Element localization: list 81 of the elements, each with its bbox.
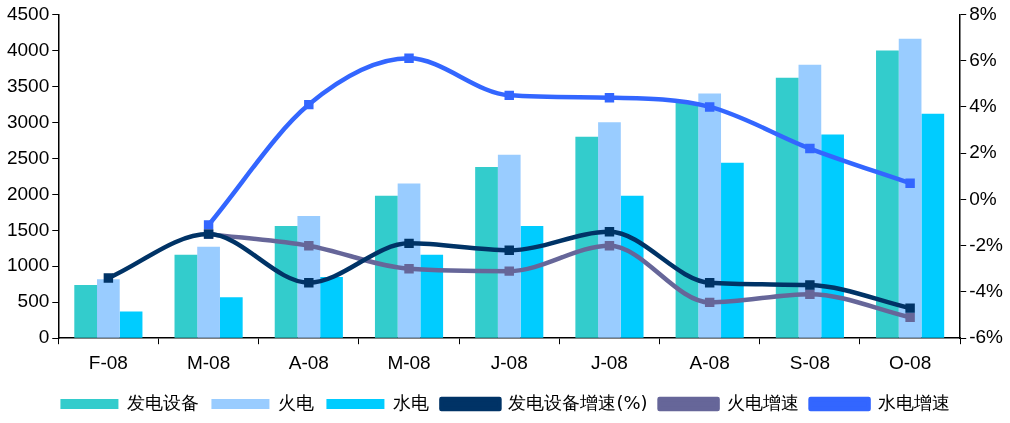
- x-tick-label: O-08: [888, 351, 932, 373]
- y-tick-label: 4500: [6, 2, 50, 24]
- bar: [497, 154, 521, 338]
- x-tick-label: M-08: [186, 351, 231, 373]
- y2-tick-label: 6%: [969, 48, 997, 70]
- bar: [698, 93, 722, 338]
- point: [504, 90, 514, 101]
- bar: [921, 113, 945, 338]
- y-tick-label: 2000: [6, 182, 50, 204]
- point: [805, 280, 815, 290]
- bar: [620, 195, 644, 338]
- point: [905, 178, 915, 188]
- bar: [297, 215, 321, 338]
- point: [905, 303, 915, 313]
- bar: [219, 297, 243, 338]
- y2-tick-label: 4%: [969, 95, 997, 117]
- y-tick-label: 0: [38, 326, 50, 348]
- legend-label: 发电设备: [127, 391, 200, 413]
- bar: [420, 254, 444, 338]
- x-tick-label: J-08: [490, 351, 528, 373]
- y-tick-label: 4000: [6, 38, 50, 60]
- point: [404, 53, 414, 64]
- point: [805, 289, 815, 299]
- bar: [475, 166, 498, 338]
- bar: [876, 50, 899, 338]
- bar: [898, 38, 922, 338]
- bar: [575, 136, 599, 338]
- bar: [374, 195, 398, 338]
- x-tick-label: S-08: [789, 351, 830, 373]
- x-tick-label: M-08: [387, 351, 431, 373]
- point: [404, 238, 414, 249]
- bar: [119, 311, 143, 338]
- legend-label: 水电: [393, 391, 430, 413]
- point: [304, 277, 314, 288]
- y2-tick-label: 0%: [969, 187, 997, 209]
- y-tick-label: 2500: [6, 146, 50, 168]
- x-tick-label: A-08: [288, 351, 329, 373]
- bar: [775, 77, 799, 338]
- point: [304, 240, 314, 251]
- y-tick-label: 1000: [6, 254, 50, 276]
- point: [504, 245, 514, 256]
- y-tick-label: 3500: [6, 74, 50, 96]
- bar: [320, 277, 343, 338]
- y2-tick-label: 2%: [969, 141, 997, 163]
- bar: [798, 64, 822, 338]
- y-tick-label: 500: [17, 290, 50, 312]
- x-tick-label: J-08: [590, 351, 628, 373]
- point: [103, 273, 114, 283]
- bar: [97, 279, 120, 338]
- x-tick-label: A-08: [689, 351, 730, 373]
- point: [704, 297, 715, 308]
- legend-label: 火电: [278, 391, 315, 413]
- y-tick-label: 3000: [6, 110, 50, 132]
- point: [604, 92, 615, 103]
- bar: [821, 134, 844, 338]
- y2-tick-label: -2%: [969, 233, 1004, 255]
- point: [805, 143, 815, 154]
- point: [704, 102, 715, 112]
- legend-label: 发电设备增速(%): [508, 391, 648, 413]
- bar: [721, 162, 744, 338]
- x-tick-label: F-08: [88, 351, 128, 373]
- point: [304, 99, 314, 110]
- y2-tick-label: -6%: [969, 326, 1004, 348]
- point: [404, 264, 414, 274]
- point: [604, 240, 615, 251]
- bar: [197, 246, 220, 338]
- point: [704, 277, 715, 288]
- y2-tick-label: -4%: [969, 280, 1004, 302]
- bar: [675, 102, 699, 338]
- y-tick-label: 1500: [6, 218, 50, 240]
- bar: [397, 183, 421, 338]
- bar: [74, 284, 98, 338]
- y2-tick-label: 8%: [969, 2, 997, 24]
- point: [905, 312, 915, 323]
- bar: [174, 254, 198, 338]
- point: [504, 266, 514, 276]
- bar: [598, 122, 621, 338]
- legend-label: 火电增速: [726, 391, 799, 413]
- point: [604, 227, 615, 237]
- legend-label: 水电增速: [877, 391, 950, 413]
- point: [203, 220, 214, 230]
